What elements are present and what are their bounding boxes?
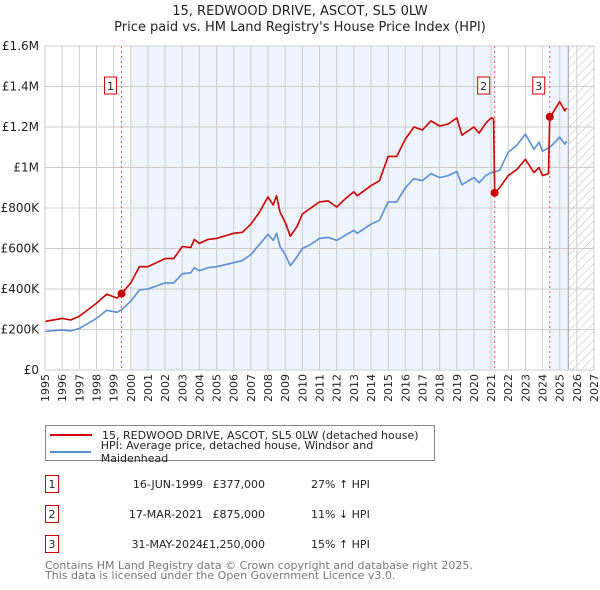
x-tick-label: 2022 — [502, 374, 515, 402]
y-tick-label: £1.2M — [2, 120, 39, 134]
transaction-row: 1 16-JUN-1999 £377,000 27% ↑ HPI — [45, 475, 445, 495]
x-tick-label: 2024 — [537, 374, 550, 402]
x-tick-label: 1997 — [73, 374, 86, 402]
x-tick-label: 2010 — [296, 374, 309, 402]
x-tick-label: 2002 — [159, 374, 172, 402]
x-tick-label: 2020 — [468, 374, 481, 402]
x-tick-label: 2021 — [485, 374, 498, 402]
y-tick-label: £200K — [1, 323, 41, 337]
x-tick-label: 2011 — [314, 374, 327, 402]
sale-label-box — [532, 76, 546, 95]
x-tick-label: 2006 — [228, 374, 241, 402]
chart-title: 15, REDWOOD DRIVE, ASCOT, SL5 0LW — [172, 4, 428, 19]
x-tick-label: 1995 — [39, 374, 52, 402]
x-tick-label: 2007 — [245, 374, 258, 402]
sale-label: 2 — [480, 80, 487, 93]
sale-label: 3 — [535, 80, 542, 93]
legend-item-hpi: HPI: Average price, detached house, Wind… — [50, 439, 434, 465]
price-chart: 1995 1996 1997 1998 1999 2000 2001 2002 2003 2004… — [1, 39, 600, 402]
transaction-price: £875,000 — [212, 508, 266, 521]
x-tick-label: 2008 — [262, 374, 275, 402]
sale-point — [545, 112, 554, 121]
transaction-date: 16-JUN-1999 — [132, 478, 203, 491]
x-tick-label: 2001 — [142, 374, 155, 402]
chart-subtitle: Price paid vs. HM Land Registry's House … — [114, 20, 486, 35]
footer-licence: This data is licensed under the Open Gov… — [45, 569, 396, 582]
y-tick-label: £1M — [13, 161, 39, 175]
y-tick-label: £1.4M — [2, 80, 39, 94]
x-tick-label: 2025 — [554, 374, 567, 402]
x-tick-label: 2017 — [416, 374, 429, 402]
y-tick-label: £400K — [1, 282, 41, 296]
sale-point — [117, 289, 126, 298]
y-tick-label: £600K — [1, 242, 41, 256]
legend-line-red — [50, 434, 92, 436]
transaction-date: 31-MAY-2024 — [131, 538, 203, 551]
transaction-number: 3 — [45, 535, 59, 553]
series-line — [44, 100, 568, 323]
y-tick-label: £1.6M — [2, 39, 39, 53]
x-tick-label: 1999 — [108, 374, 121, 402]
x-tick-label: 2019 — [451, 374, 464, 402]
transaction-row: 2 17-MAR-2021 £875,000 11% ↓ HPI — [45, 505, 445, 525]
legend-label: 15, REDWOOD DRIVE, ASCOT, SL5 0LW (detac… — [102, 428, 419, 442]
transaction-number: 2 — [45, 505, 59, 523]
transaction-hpi: 27% ↑ HPI — [311, 478, 370, 491]
transaction-date: 17-MAR-2021 — [128, 508, 203, 521]
sale-label: 1 — [107, 80, 114, 93]
x-tick-label: 2026 — [571, 374, 584, 402]
sale-point — [490, 188, 499, 197]
x-tick-label: 2012 — [331, 374, 344, 402]
x-tick-label: 2014 — [365, 374, 378, 402]
transaction-price: £377,000 — [212, 478, 266, 491]
x-tick-label: 2016 — [399, 374, 412, 402]
sale-label-box — [104, 76, 118, 95]
transaction-price: £1,250,000 — [202, 538, 265, 551]
legend-line-blue — [50, 451, 91, 453]
x-tick-label: 2009 — [279, 374, 292, 402]
x-tick-label: 2015 — [382, 374, 395, 402]
plot-frame — [44, 45, 595, 371]
transaction-row: 3 31-MAY-2024 £1,250,000 15% ↑ HPI — [45, 535, 445, 555]
x-tick-label: 2023 — [519, 374, 532, 402]
x-tick-label: 2000 — [125, 374, 138, 402]
y-tick-label: £800K — [1, 201, 41, 215]
x-tick-label: 2018 — [434, 374, 447, 402]
legend-item-property: 15, REDWOOD DRIVE, ASCOT, SL5 0LW (detac… — [50, 427, 419, 443]
legend-label: HPI: Average price, detached house, Wind… — [100, 439, 374, 465]
transaction-number: 1 — [45, 475, 59, 493]
legend: 15, REDWOOD DRIVE, ASCOT, SL5 0LW (detac… — [45, 425, 435, 465]
x-tick-label: 1998 — [90, 374, 103, 402]
transaction-hpi: 15% ↑ HPI — [311, 538, 370, 551]
x-tick-label: 1996 — [56, 374, 69, 402]
x-tick-label: 2005 — [211, 374, 224, 402]
sale-label-box — [477, 76, 491, 95]
x-tick-label: 2004 — [193, 374, 206, 402]
footer-copyright: Contains HM Land Registry data © Crown c… — [45, 559, 473, 572]
y-tick-label: £0 — [24, 363, 39, 377]
x-tick-label: 2013 — [348, 374, 361, 402]
transaction-hpi: 11% ↓ HPI — [311, 508, 370, 521]
x-tick-label: 2003 — [176, 374, 189, 402]
x-tick-label: 2027 — [588, 374, 600, 402]
